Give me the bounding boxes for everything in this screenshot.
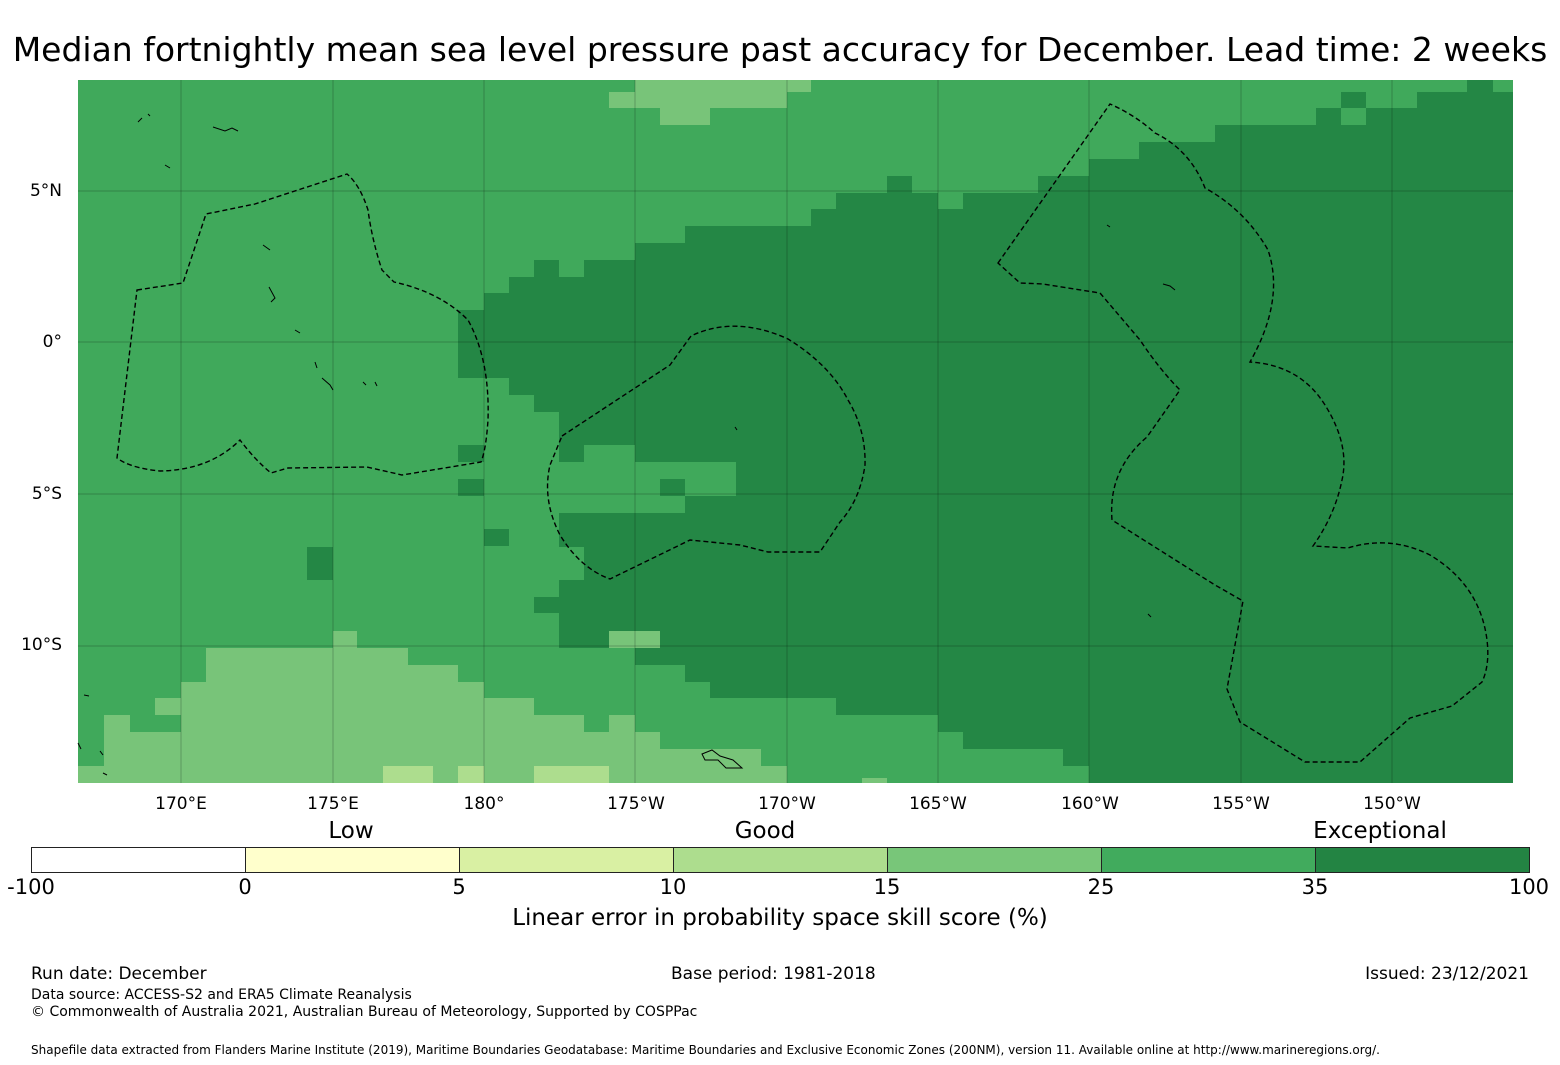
region-good-pocket: [660, 462, 736, 479]
island-outline: [1147, 613, 1152, 618]
island-outline: [147, 113, 151, 117]
colorbar-tick: 5: [452, 875, 466, 899]
island-outline: [1106, 224, 1111, 228]
island-outline: [137, 117, 143, 123]
colorbar-tick: 10: [659, 875, 687, 899]
island-outline: [321, 377, 334, 391]
data-source: Data source: ACCESS-S2 and ERA5 Climate …: [31, 987, 412, 1003]
island-outline: [83, 694, 90, 697]
island-outline: [262, 244, 271, 251]
region-exceptional: [458, 80, 1513, 783]
island-outline: [374, 381, 378, 387]
island-outline: [701, 749, 744, 769]
skill-map: [77, 80, 1513, 783]
region-good-mid: [862, 778, 887, 783]
lon-label: 160°W: [1061, 794, 1119, 814]
island-outline: [362, 381, 367, 386]
lon-label: 180°: [463, 794, 505, 814]
colorbar-segment: [1101, 847, 1316, 873]
lon-label: 175°W: [607, 794, 665, 814]
lon-label: 165°W: [909, 794, 967, 814]
legend-category-low: Low: [328, 818, 374, 844]
colorbar-segment: [1315, 847, 1530, 873]
eez-boundary: [546, 325, 866, 580]
colorbar-segment: [245, 847, 460, 873]
region-exceptional: [458, 445, 484, 462]
colorbar-tick: 15: [873, 875, 901, 899]
island-outline: [99, 750, 104, 756]
region-exceptional: [458, 479, 484, 496]
region-good-pocket: [1341, 108, 1366, 125]
region-good-mid: [609, 80, 787, 125]
region-good-mid: [787, 80, 811, 92]
colorbar-tick: -100: [7, 875, 55, 899]
lat-label: 10°S: [21, 635, 62, 655]
shapefile-credit: Shapefile data extracted from Flanders M…: [31, 1043, 1380, 1057]
colorbar-tick: 0: [238, 875, 252, 899]
region-exceptional: [484, 529, 509, 546]
colorbar-tick: 100: [1508, 875, 1550, 899]
lon-label: 150°W: [1363, 794, 1421, 814]
island-outline: [102, 772, 108, 776]
region-good-low: [534, 766, 609, 783]
legend-category-exceptional: Exceptional: [1313, 818, 1447, 844]
run-date: Run date: December: [31, 964, 207, 984]
lon-label: 170°W: [758, 794, 816, 814]
region-good-pocket: [938, 193, 963, 209]
chart-title: Median fortnightly mean sea level pressu…: [12, 30, 1548, 69]
lat-label: 0°: [42, 332, 62, 352]
copyright: © Commonwealth of Australia 2021, Austra…: [31, 1004, 698, 1020]
legend-category-good: Good: [734, 818, 796, 844]
region-good-mid: [609, 631, 660, 648]
colorbar-title: Linear error in probability space skill …: [512, 905, 1048, 931]
lat-label: 5°N: [29, 181, 62, 201]
island-outline: [734, 426, 738, 431]
region-good-mid: [78, 631, 787, 783]
lat-label: 5°S: [31, 484, 62, 504]
colorbar-segment: [459, 847, 674, 873]
lon-label: 175°E: [307, 794, 359, 814]
region-good-low: [383, 766, 433, 783]
issued-date: Issued: 23/12/2021: [1365, 964, 1529, 984]
eez-boundary: [997, 103, 1489, 763]
region-good-mid: [155, 698, 181, 715]
island-outline: [212, 126, 239, 132]
base-period: Base period: 1981-2018: [671, 964, 876, 984]
island-outline: [314, 361, 318, 369]
colorbar-tick: 25: [1087, 875, 1115, 899]
region-good-pocket: [1493, 80, 1513, 92]
lon-label: 170°E: [155, 794, 207, 814]
lon-label: 155°W: [1212, 794, 1270, 814]
region-good-pocket: [458, 412, 534, 429]
island-outline: [294, 329, 301, 334]
colorbar-tick: 35: [1301, 875, 1329, 899]
eez-boundary: [116, 173, 489, 476]
region-good-low: [458, 766, 484, 783]
island-outline: [164, 164, 171, 169]
island-outline: [77, 742, 82, 750]
colorbar-segment: [887, 847, 1102, 873]
colorbar-segment: [31, 847, 246, 873]
island-outline: [268, 286, 276, 303]
region-exceptional: [307, 547, 333, 580]
colorbar-segment: [673, 847, 888, 873]
island-outline: [1162, 283, 1176, 291]
